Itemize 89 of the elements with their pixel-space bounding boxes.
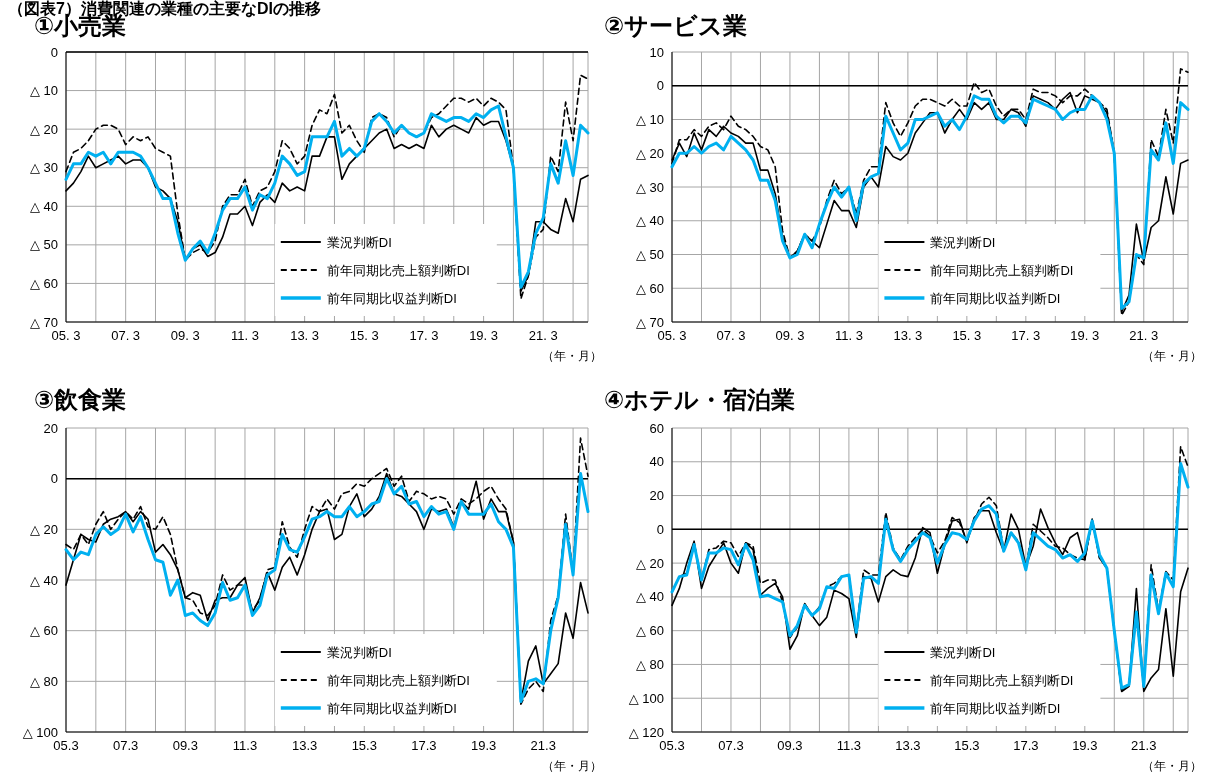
y-tick-label: 0 bbox=[656, 521, 664, 537]
x-tick-label: 13. 3 bbox=[893, 328, 923, 343]
y-tick-label: △ 60 bbox=[635, 623, 664, 639]
legend-label: 前年同期比収益判断DI bbox=[326, 700, 457, 716]
x-tick-label: 11. 3 bbox=[834, 328, 863, 343]
y-tick-label: △ 50 bbox=[635, 247, 664, 263]
legend-label: 前年同期比収益判断DI bbox=[930, 290, 1061, 306]
x-tick-label: 15.3 bbox=[351, 738, 377, 753]
x-tick-label: 05.3 bbox=[659, 738, 685, 753]
x-tick-label: 21.3 bbox=[1131, 738, 1157, 753]
y-tick-label: △ 100 bbox=[628, 690, 664, 706]
legend-label: 業況判断DI bbox=[326, 644, 392, 660]
x-tick-label: 21. 3 bbox=[1129, 328, 1159, 343]
x-tick-label: 09. 3 bbox=[775, 328, 805, 343]
x-tick-label: 09.3 bbox=[777, 738, 803, 753]
y-tick-label: △ 80 bbox=[635, 656, 664, 672]
x-tick-label: 11.3 bbox=[836, 738, 862, 753]
legend-label: 前年同期比収益判断DI bbox=[326, 290, 457, 306]
y-tick-label: 20 bbox=[649, 488, 664, 504]
x-tick-label: 05. 3 bbox=[51, 328, 81, 343]
x-tick-label: 13. 3 bbox=[290, 328, 320, 343]
x-tick-label: 15.3 bbox=[954, 738, 980, 753]
y-tick-label: △ 60 bbox=[29, 623, 58, 639]
x-tick-label: 11.3 bbox=[232, 738, 258, 753]
y-tick-label: △ 40 bbox=[29, 198, 58, 214]
x-tick-label: 13.3 bbox=[291, 738, 318, 753]
x-tick-label: 19.3 bbox=[470, 738, 497, 753]
chart-title: ②サービス業 bbox=[604, 12, 748, 39]
x-tick-label: 07.3 bbox=[113, 738, 139, 753]
legend-label: 業況判断DI bbox=[930, 234, 996, 250]
y-tick-label: △ 20 bbox=[635, 145, 664, 161]
x-tick-label: 15. 3 bbox=[349, 328, 379, 343]
y-tick-label: △ 120 bbox=[628, 724, 664, 740]
y-tick-label: △ 20 bbox=[635, 555, 664, 571]
x-tick-label: 19. 3 bbox=[469, 328, 499, 343]
chart-title: ④ホテル・宿泊業 bbox=[604, 386, 796, 413]
x-tick-label: 05.3 bbox=[53, 738, 79, 753]
y-tick-label: 0 bbox=[50, 44, 58, 60]
legend-label: 業況判断DI bbox=[326, 234, 392, 250]
x-tick-label: 19. 3 bbox=[1070, 328, 1100, 343]
y-tick-label: 10 bbox=[649, 44, 664, 60]
x-tick-label: 21. 3 bbox=[528, 328, 558, 343]
y-tick-label: △ 40 bbox=[635, 213, 664, 229]
legend-label: 前年同期比売上額判断DI bbox=[326, 262, 470, 278]
y-tick-label: △ 10 bbox=[635, 112, 664, 128]
x-tick-label: 17. 3 bbox=[409, 328, 439, 343]
y-tick-label: 20 bbox=[43, 420, 58, 436]
y-tick-label: △ 60 bbox=[635, 280, 664, 296]
y-tick-label: △ 20 bbox=[29, 121, 58, 137]
y-tick-label: △ 50 bbox=[29, 237, 58, 253]
x-tick-label: 09.3 bbox=[172, 738, 198, 753]
x-tick-label: 09. 3 bbox=[170, 328, 200, 343]
y-tick-label: △ 30 bbox=[635, 179, 664, 195]
x-tick-label: 07. 3 bbox=[111, 328, 141, 343]
y-tick-label: △ 60 bbox=[29, 275, 58, 291]
y-tick-label: 40 bbox=[649, 454, 664, 470]
legend-label: 前年同期比売上額判断DI bbox=[326, 672, 470, 688]
x-axis-title: （年・月） bbox=[1142, 759, 1202, 773]
y-tick-label: △ 100 bbox=[22, 724, 58, 740]
x-tick-label: 19.3 bbox=[1072, 738, 1098, 753]
y-tick-label: △ 80 bbox=[29, 673, 58, 689]
legend-label: 前年同期比売上額判断DI bbox=[930, 672, 1074, 688]
x-tick-label: 17.3 bbox=[1013, 738, 1039, 753]
x-tick-label: 05. 3 bbox=[657, 328, 687, 343]
x-tick-label: 07.3 bbox=[718, 738, 744, 753]
y-tick-label: △ 40 bbox=[635, 589, 664, 605]
x-tick-label: 17. 3 bbox=[1011, 328, 1041, 343]
y-tick-label: △ 70 bbox=[29, 314, 58, 330]
y-tick-label: △ 20 bbox=[29, 521, 58, 537]
x-tick-label: 11. 3 bbox=[230, 328, 259, 343]
y-tick-label: △ 70 bbox=[635, 314, 664, 330]
x-axis-title: （年・月） bbox=[1142, 349, 1202, 363]
y-tick-label: △ 10 bbox=[29, 83, 58, 99]
x-tick-label: 21.3 bbox=[530, 738, 556, 753]
chart-title: ③飲食業 bbox=[34, 386, 127, 413]
legend-label: 業況判断DI bbox=[930, 644, 996, 660]
x-axis-title: （年・月） bbox=[542, 349, 602, 363]
y-tick-label: 0 bbox=[656, 78, 664, 94]
x-tick-label: 17.3 bbox=[411, 738, 437, 753]
x-tick-label: 13.3 bbox=[895, 738, 921, 753]
x-tick-label: 07. 3 bbox=[716, 328, 746, 343]
y-tick-label: 0 bbox=[50, 471, 58, 487]
x-tick-label: 15. 3 bbox=[952, 328, 982, 343]
x-axis-title: （年・月） bbox=[542, 759, 602, 773]
legend-label: 前年同期比収益判断DI bbox=[930, 700, 1061, 716]
y-tick-label: △ 40 bbox=[29, 572, 58, 588]
y-tick-label: △ 30 bbox=[29, 160, 58, 176]
legend-label: 前年同期比売上額判断DI bbox=[930, 262, 1074, 278]
y-tick-label: 60 bbox=[649, 420, 664, 436]
